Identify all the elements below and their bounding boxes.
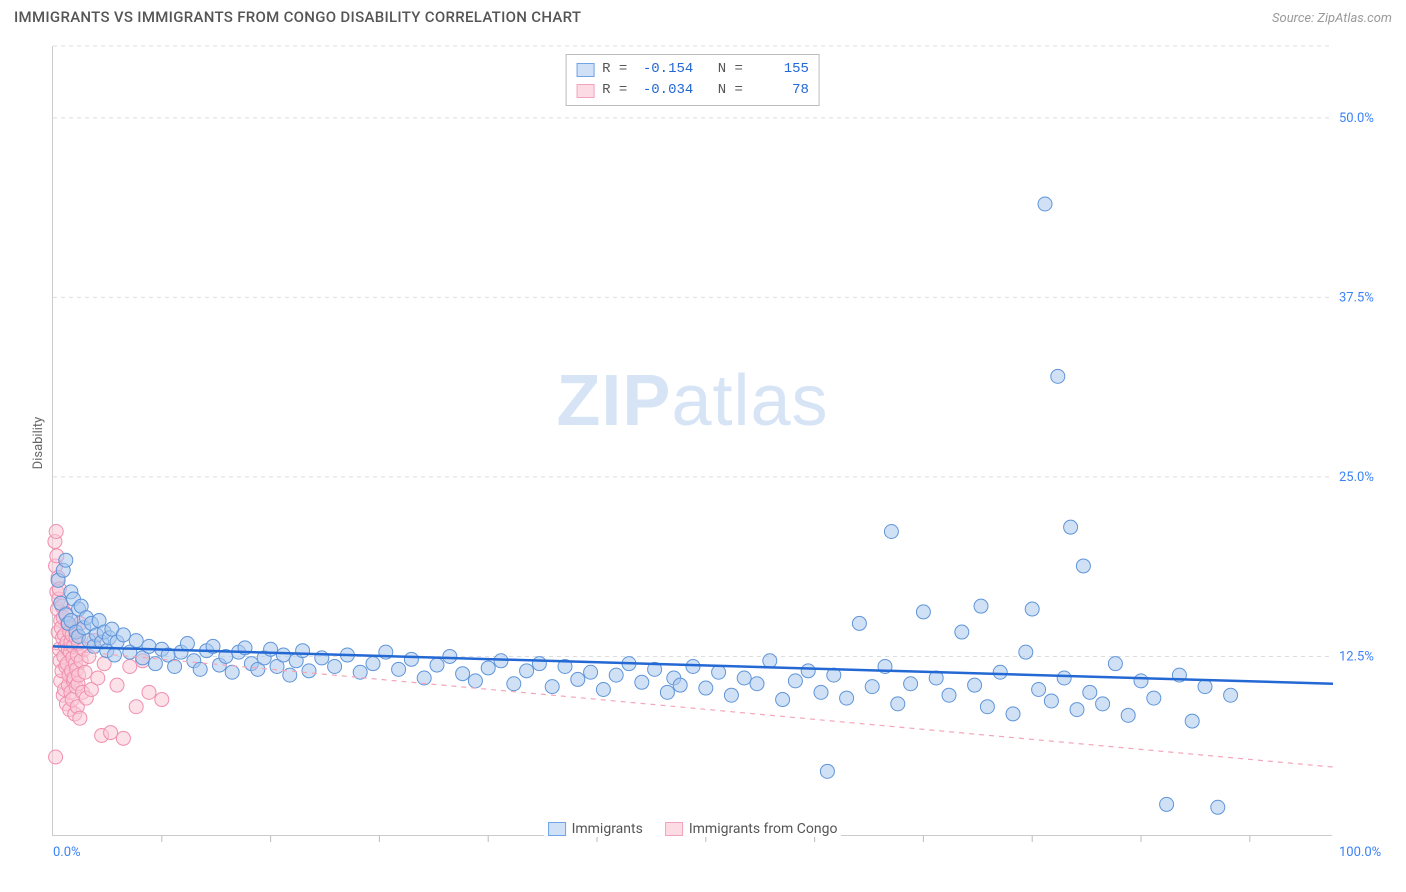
chart-title: IMMIGRANTS VS IMMIGRANTS FROM CONGO DISA… <box>14 8 581 26</box>
title-bar: IMMIGRANTS VS IMMIGRANTS FROM CONGO DISA… <box>0 0 1406 30</box>
n-label: N = <box>718 59 743 80</box>
legend-item-immigrants: Immigrants <box>548 821 643 837</box>
corr-row-blue: R = -0.154 N = 155 <box>576 59 809 80</box>
correlation-box: R = -0.154 N = 155 R = -0.034 N = 78 <box>565 54 820 106</box>
n-value-blue: 155 <box>751 59 809 80</box>
plot-area: ZIPatlas 12.5%25.0%37.5%50.0%0.0%100.0% … <box>52 46 1332 836</box>
legend-bottom: Immigrants Immigrants from Congo <box>544 821 842 837</box>
n-label-2: N = <box>718 80 743 101</box>
legend-swatch-pink-icon <box>665 822 683 836</box>
svg-text:37.5%: 37.5% <box>1339 290 1374 305</box>
corr-row-pink: R = -0.034 N = 78 <box>576 80 809 101</box>
r-label: R = <box>602 59 627 80</box>
swatch-blue-icon <box>576 63 594 77</box>
svg-text:100.0%: 100.0% <box>1339 845 1381 860</box>
legend-label-immigrants: Immigrants <box>572 821 643 837</box>
legend-label-congo: Immigrants from Congo <box>689 821 838 837</box>
r-value-blue: -0.154 <box>635 59 693 80</box>
svg-text:50.0%: 50.0% <box>1339 111 1374 126</box>
source-label: Source: ZipAtlas.com <box>1272 11 1392 26</box>
plot-wrap: Disability ZIPatlas 12.5%25.0%37.5%50.0%… <box>14 38 1392 848</box>
yaxis-label: Disability <box>31 417 46 470</box>
scatter-chart: 12.5%25.0%37.5%50.0%0.0%100.0% <box>53 46 1332 835</box>
n-value-pink: 78 <box>751 80 809 101</box>
swatch-pink-icon <box>576 84 594 98</box>
svg-text:12.5%: 12.5% <box>1339 649 1374 664</box>
svg-text:25.0%: 25.0% <box>1339 470 1374 485</box>
r-label-2: R = <box>602 80 627 101</box>
legend-swatch-blue-icon <box>548 822 566 836</box>
r-value-pink: -0.034 <box>635 80 693 101</box>
legend-item-congo: Immigrants from Congo <box>665 821 838 837</box>
svg-text:0.0%: 0.0% <box>53 845 81 860</box>
